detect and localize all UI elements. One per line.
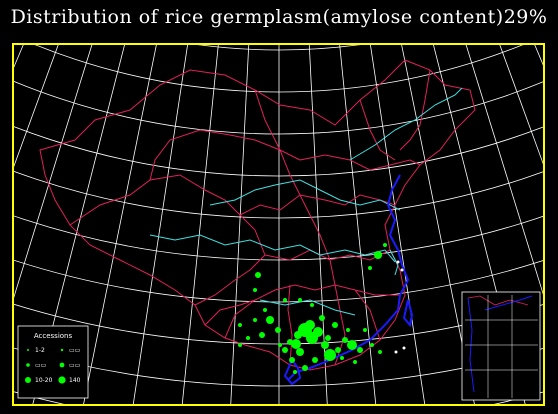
graticule-meridian [181, 45, 219, 404]
accession-point [378, 350, 382, 354]
graticule-meridian [339, 45, 377, 404]
legend-label: 1-2 [35, 347, 45, 354]
legend-label: 10-20 [35, 377, 53, 384]
accession-point [282, 347, 288, 353]
legend-label: ▭▭ [69, 362, 80, 369]
accession-point [324, 349, 336, 361]
accession-point [298, 298, 302, 302]
accession-point [310, 303, 314, 307]
graticule-meridian [465, 45, 543, 295]
graticule-parallel [198, 45, 360, 51]
accession-point [263, 308, 267, 312]
accession-point [302, 365, 308, 371]
accession-point [293, 370, 297, 374]
city-marker [402, 346, 406, 350]
accession-point [306, 332, 318, 344]
legend-label: ▭▭ [69, 347, 80, 354]
graticule-meridian [14, 45, 59, 168]
accession-point [347, 340, 357, 350]
accession-point [321, 341, 329, 349]
accession-point [246, 336, 250, 340]
province-borders [39, 59, 476, 371]
city-marker [396, 260, 400, 264]
accession-point [325, 335, 331, 341]
graticule-meridian [499, 45, 543, 165]
accession-point [275, 327, 281, 333]
accession-point [305, 320, 315, 330]
graticule-meridian [370, 45, 426, 404]
graticule-meridian [83, 45, 157, 404]
accession-point [238, 323, 242, 327]
graticule-meridian [132, 45, 188, 404]
map-title: Distribution of rice germplasm(amylose c… [10, 6, 548, 28]
accession-point [283, 298, 287, 302]
legend-symbol [26, 363, 30, 367]
accession-point [291, 339, 301, 349]
graticule-meridian [308, 45, 328, 404]
accession-point [255, 272, 261, 278]
accession-point [259, 332, 265, 338]
accession-point [346, 328, 350, 332]
accession-point [294, 331, 302, 339]
inset-map [461, 291, 541, 401]
graticule-meridian [14, 45, 93, 299]
accession-point [278, 343, 282, 347]
accession-point [335, 347, 341, 353]
accession-point [296, 348, 304, 356]
legend-symbol [25, 377, 31, 383]
accession-points [238, 243, 406, 374]
legend-symbol [58, 376, 66, 384]
accession-point [319, 315, 325, 321]
accession-point [253, 288, 257, 292]
graticule-meridian [230, 45, 250, 404]
coastline [283, 174, 414, 386]
legend-label: 140 [69, 377, 81, 384]
accession-point [368, 266, 372, 270]
accession-point [370, 343, 374, 347]
legend-symbol [60, 348, 64, 352]
graticule-meridian [14, 45, 24, 68]
graticule-meridian [401, 45, 475, 404]
accession-point [266, 316, 274, 324]
accession-point [357, 347, 363, 353]
accession-point [342, 337, 348, 343]
accession-point [238, 343, 242, 347]
accession-point [340, 356, 344, 360]
accession-point [312, 357, 318, 363]
legend-symbol [27, 349, 29, 351]
accession-point [289, 357, 295, 363]
accession-point [363, 328, 367, 332]
legend-title: Accessions [34, 332, 73, 340]
accession-point [353, 360, 357, 364]
graticule-meridian [534, 45, 543, 66]
rivers [149, 87, 463, 316]
accession-point [383, 243, 387, 247]
accession-point [253, 318, 257, 322]
accession-point [332, 322, 338, 328]
legend-symbol [59, 362, 65, 368]
accession-point [374, 251, 382, 259]
map-frame [12, 43, 545, 406]
legend: Accessions 1-2 ▭▭ ▭▭ ▭▭ 10-20 140 [17, 325, 89, 399]
legend-label: ▭▭ [35, 362, 46, 369]
city-marker [394, 350, 398, 354]
city-marker [400, 268, 404, 272]
